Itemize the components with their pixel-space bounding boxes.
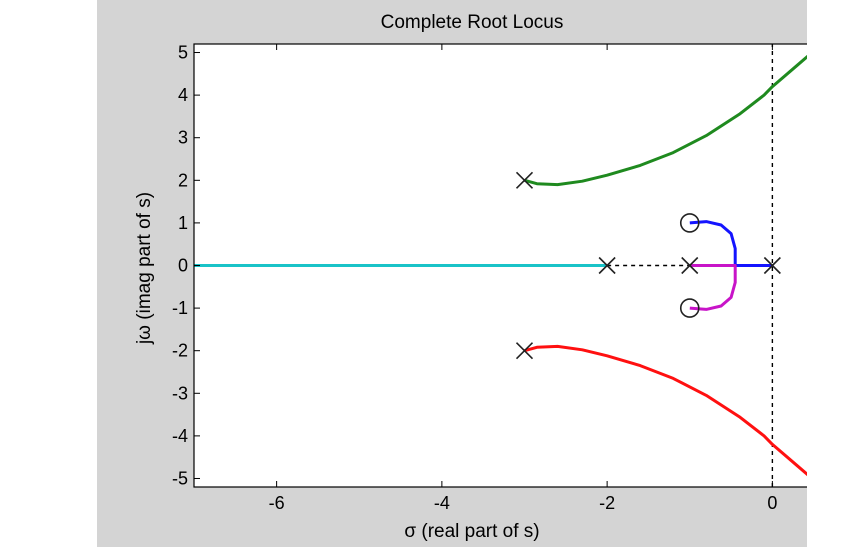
zero-marker-0 bbox=[679, 213, 700, 233]
x-tick-label: -2 bbox=[599, 493, 615, 513]
pole-marker-0 bbox=[515, 171, 534, 189]
x-tick-label: 0 bbox=[767, 493, 777, 513]
locus-branch-lower_branch bbox=[524, 344, 807, 477]
root-locus-chart: Complete Root Locus -6 -4 -2 0543210-1-2-3-… bbox=[134, 12, 807, 542]
series-layer bbox=[194, 54, 807, 477]
y-tick-label: -3 bbox=[172, 383, 188, 403]
pole-marker-4 bbox=[763, 256, 781, 275]
zero-marker-1 bbox=[679, 298, 700, 318]
y-tick-label: 3 bbox=[178, 128, 188, 148]
tick-layer: -6 -4 -2 0 5 4 3 2 1 0 -1 -2 -3 -4 -5 bbox=[172, 43, 777, 513]
x-tick-label: -6 bbox=[269, 493, 285, 513]
x-axis-label: σ (real part of s) bbox=[404, 521, 539, 542]
y-tick-label: 4 bbox=[178, 85, 188, 105]
figure-background: Complete Root Locus -6 -4 -2 0 5 4 3 2 1 0 -1 -2 -3-… bbox=[97, 0, 807, 547]
y-tick-label: 1 bbox=[178, 213, 188, 233]
y-tick-label: -5 bbox=[172, 468, 188, 488]
pole-marker-3 bbox=[681, 256, 699, 275]
pole-marker-2 bbox=[598, 256, 616, 275]
y-axis-label: jω (imag part of s) bbox=[134, 192, 155, 345]
plot-frame bbox=[193, 43, 807, 488]
y-tick-label: -1 bbox=[172, 298, 188, 318]
y-tick-label: 2 bbox=[178, 170, 188, 190]
y-tick-label: 0 bbox=[178, 256, 188, 276]
marker-layer bbox=[515, 171, 781, 360]
pole-marker-1 bbox=[515, 342, 534, 360]
y-tick-label: 5 bbox=[178, 43, 188, 63]
locus-branch-magenta_branch bbox=[689, 264, 737, 311]
locus-branch-upper_branch bbox=[524, 54, 807, 187]
y-tick-label: -4 bbox=[172, 426, 188, 446]
x-tick-label: -4 bbox=[434, 493, 450, 513]
y-tick-label: -2 bbox=[172, 341, 188, 361]
chart-title: Complete Root Locus bbox=[381, 12, 564, 33]
